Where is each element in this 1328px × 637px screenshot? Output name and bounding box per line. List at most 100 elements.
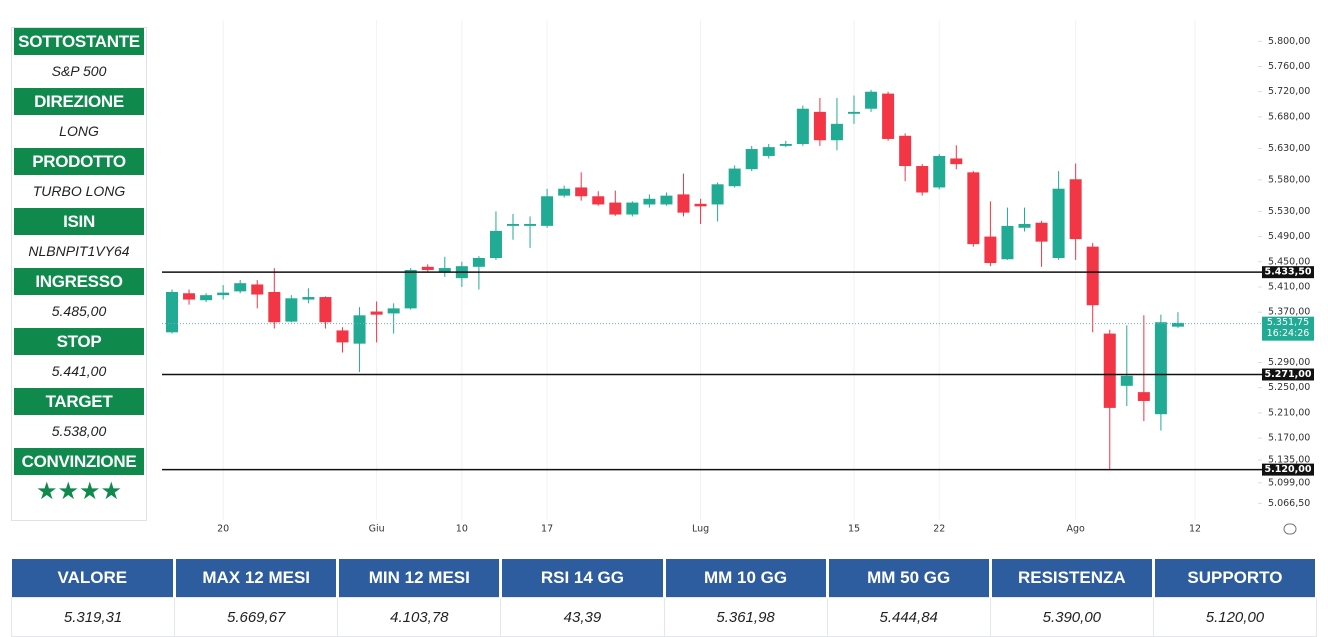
y-tick-label: 5.250,00 <box>1268 382 1310 393</box>
x-tick-label: 15 <box>848 524 860 535</box>
candle-body <box>268 292 281 323</box>
candle-body <box>251 284 264 295</box>
sidebar-label: INGRESSO <box>14 268 144 295</box>
chart: 20 Giu 10 17 Lug 15 22 Ago 12 5.800,00 5.760,00 5.7… <box>162 20 1314 535</box>
column-header: RESISTENZA <box>990 559 1155 598</box>
column-header: MAX 12 MESI <box>174 559 340 598</box>
level-label-box <box>1262 463 1314 476</box>
candle-body <box>1103 333 1116 408</box>
column-header: MM 50 GG <box>827 559 992 598</box>
candle-body <box>950 158 963 165</box>
x-tick-label: 12 <box>1189 524 1201 535</box>
candle-body <box>166 292 178 333</box>
table-cell: 5.361,98 <box>663 597 828 637</box>
candle-body <box>541 196 554 226</box>
candle-body <box>234 283 247 292</box>
table-cell: 5.120,00 <box>1152 597 1318 637</box>
level-label: 5.271,00 <box>1265 369 1312 380</box>
candle-body <box>1154 322 1167 415</box>
column-header: MM 10 GG <box>664 559 829 598</box>
column-header: VALORE <box>11 559 177 598</box>
candle-body <box>421 266 434 270</box>
y-tick-label: 5.290,00 <box>1268 357 1310 368</box>
sidebar-value: TURBO LONG <box>32 183 126 199</box>
candle-body <box>489 230 502 258</box>
candle-body <box>1035 222 1048 242</box>
x-tick-label: 22 <box>933 524 945 535</box>
candle-body <box>1052 188 1065 258</box>
x-tick-label: 10 <box>456 524 468 535</box>
table-cell: 5.319,31 <box>10 597 176 637</box>
sidebar: SOTTOSTANTE S&P 500 DIREZIONE LONG PRODOTTO T… <box>11 27 147 521</box>
candle-body <box>200 295 213 301</box>
sidebar-value: S&P 500 <box>51 63 107 79</box>
y-tick-label: 5.210,00 <box>1268 407 1310 418</box>
sidebar-label: STOP <box>14 328 144 355</box>
candle-body <box>592 196 605 205</box>
candle-body <box>694 203 707 207</box>
last-price-box <box>1262 316 1314 341</box>
sidebar-value: LONG <box>59 123 99 139</box>
sidebar-label: PRODOTTO <box>14 148 144 175</box>
table-cell: 5.444,84 <box>826 597 991 637</box>
candle-body <box>933 155 946 188</box>
table-cell: 5.390,00 <box>989 597 1154 637</box>
candle-body <box>370 311 383 315</box>
x-tick-label: 20 <box>217 524 229 535</box>
candle-body <box>779 143 792 146</box>
y-tick-label: 5.630,00 <box>1268 143 1310 154</box>
sidebar-value: 5.441,00 <box>51 363 107 379</box>
y-tick-label: 5.490,00 <box>1268 231 1310 242</box>
candle-body <box>387 308 400 314</box>
y-tick-label: 5.760,00 <box>1268 61 1310 72</box>
column-header: MIN 12 MESI <box>337 559 503 598</box>
table-header: VALORE MAX 12 MESI MIN 12 MESI RSI 14 GG MM … <box>11 559 1319 598</box>
y-tick-label: 5.135,00 <box>1268 455 1310 466</box>
candle-body <box>728 168 741 187</box>
settings-icon[interactable] <box>1283 523 1297 535</box>
x-tick-label: Giu <box>369 524 385 535</box>
candle-body <box>183 293 196 300</box>
candle-body <box>1120 375 1133 386</box>
candle-body <box>848 111 860 114</box>
sidebar-value: 5.538,00 <box>51 423 107 439</box>
table-row: 5.319,31 5.669,67 4.103,78 43,39 5.361,98 5.4… <box>10 597 1318 637</box>
stats-table: VALORE MAX 12 MESI MIN 12 MESI RSI 14 GG MM … <box>10 559 1319 637</box>
candle-body <box>660 195 673 205</box>
candle-body <box>319 297 332 323</box>
candle-body <box>438 268 451 272</box>
candle-body <box>882 93 895 139</box>
candle-body <box>643 198 656 205</box>
y-tick-label: 5.530,00 <box>1268 206 1310 217</box>
candle-body <box>217 292 230 296</box>
sidebar-label: SOTTOSTANTE <box>14 28 144 55</box>
candle-body <box>524 223 537 226</box>
candle-body <box>967 172 980 245</box>
candle-body <box>558 188 571 196</box>
y-tick-label: 5.410,00 <box>1268 281 1310 292</box>
y-tick-label: 5.680,00 <box>1268 111 1310 122</box>
level-label-box <box>1262 368 1314 381</box>
y-tick-label: 5.450,00 <box>1268 256 1310 267</box>
candle-body <box>677 194 690 213</box>
y-tick-label: 5.580,00 <box>1268 174 1310 185</box>
y-tick-label: 5.066,50 <box>1268 498 1310 509</box>
table-cell: 5.669,67 <box>174 597 339 637</box>
candle-body <box>626 202 639 215</box>
candle-body <box>899 135 912 167</box>
candle-body <box>1137 392 1150 401</box>
y-tick-label: 5.720,00 <box>1268 86 1310 97</box>
last-price-label: 5.351,75 <box>1267 317 1309 328</box>
x-tick-label: Ago <box>1066 524 1085 535</box>
table-cell: 43,39 <box>500 597 665 637</box>
y-tick-label: 5.099,00 <box>1268 477 1310 488</box>
sidebar-label: DIREZIONE <box>14 88 144 115</box>
candle-body <box>1086 246 1099 306</box>
sidebar-label: ISIN <box>14 208 144 235</box>
candle-body <box>507 223 519 226</box>
column-header: RSI 14 GG <box>500 559 666 598</box>
sidebar-label: TARGET <box>14 388 144 415</box>
level-label-box <box>1262 266 1314 279</box>
candle-body <box>404 269 417 309</box>
